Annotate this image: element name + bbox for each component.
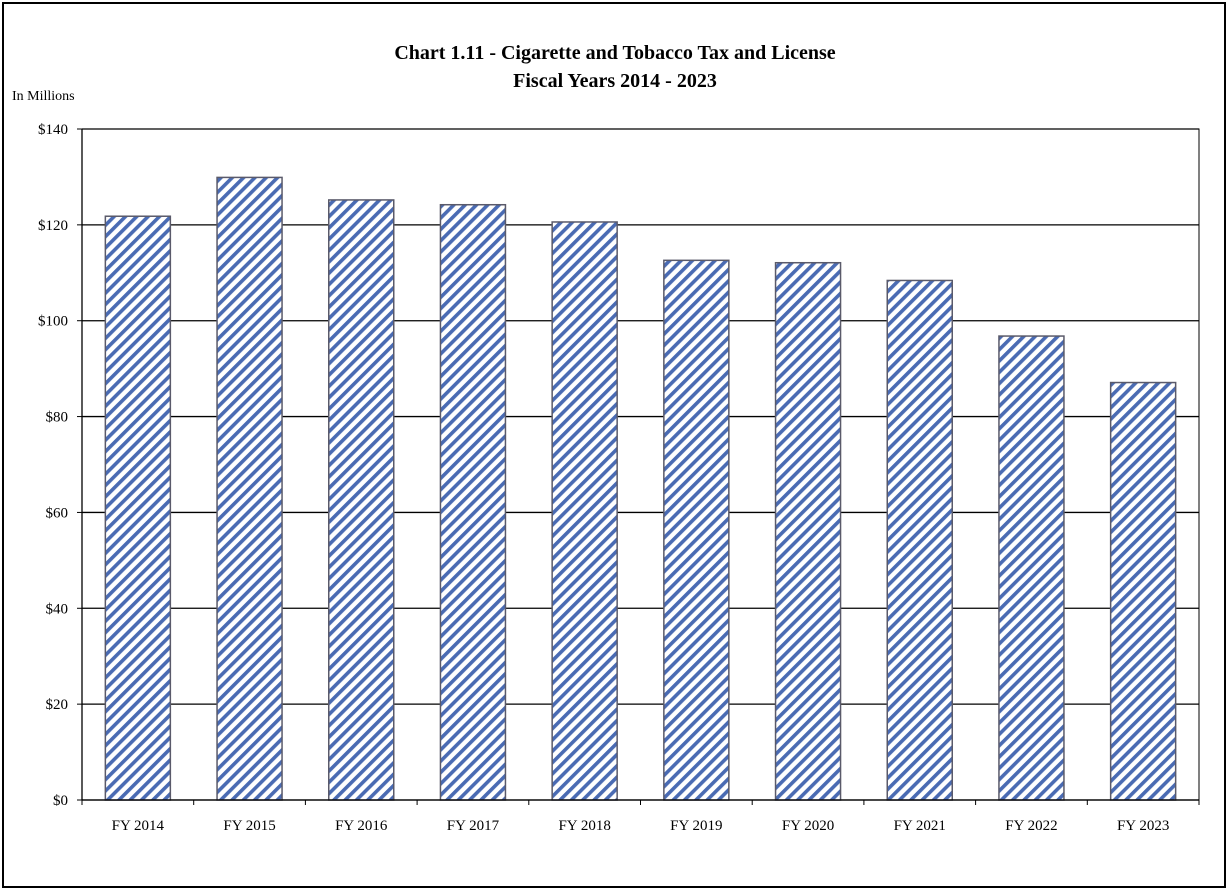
y-tick-label: $20 [46, 697, 69, 713]
x-tick-label: FY 2019 [670, 818, 722, 834]
chart-subtitle: Fiscal Years 2014 - 2023 [513, 70, 717, 92]
y-tick-label: $120 [38, 218, 68, 234]
y-tick-label: $0 [53, 793, 68, 809]
bar [104, 215, 172, 801]
axes [77, 128, 1200, 805]
y-tick-label: $140 [38, 122, 68, 138]
bar [886, 279, 953, 801]
chart-title: Chart 1.11 - Cigarette and Tobacco Tax a… [394, 42, 836, 64]
bar [551, 221, 618, 801]
bar [328, 199, 395, 801]
bar [998, 335, 1065, 801]
y-tick-label: $40 [46, 601, 69, 617]
bar [774, 261, 842, 801]
x-tick-label: FY 2015 [223, 818, 275, 834]
x-tick-label: FY 2018 [558, 818, 610, 834]
bars [104, 176, 1177, 801]
y-axis-unit-label: In Millions [12, 89, 75, 104]
y-tick-label: $80 [46, 410, 69, 426]
y-tick-labels: $0 $20 $40 $60 $80 $100 $120 $140 [38, 122, 68, 809]
bar [439, 203, 507, 801]
x-tick-label: FY 2017 [447, 818, 500, 834]
x-tick-label: FY 2016 [335, 818, 388, 834]
x-tick-label: FY 2020 [782, 818, 834, 834]
x-tick-label: FY 2022 [1005, 818, 1057, 834]
x-tick-label: FY 2023 [1117, 818, 1169, 834]
x-tick-label: FY 2014 [112, 818, 165, 834]
bar [663, 259, 730, 801]
x-tick-labels: FY 2014 FY 2015 FY 2016 FY 2017 FY 2018 FY 20… [112, 818, 1170, 834]
bar [216, 176, 283, 801]
bar [1109, 381, 1177, 801]
y-tick-label: $100 [38, 314, 68, 330]
x-tick-label: FY 2021 [894, 818, 946, 834]
y-tick-label: $60 [46, 505, 69, 521]
